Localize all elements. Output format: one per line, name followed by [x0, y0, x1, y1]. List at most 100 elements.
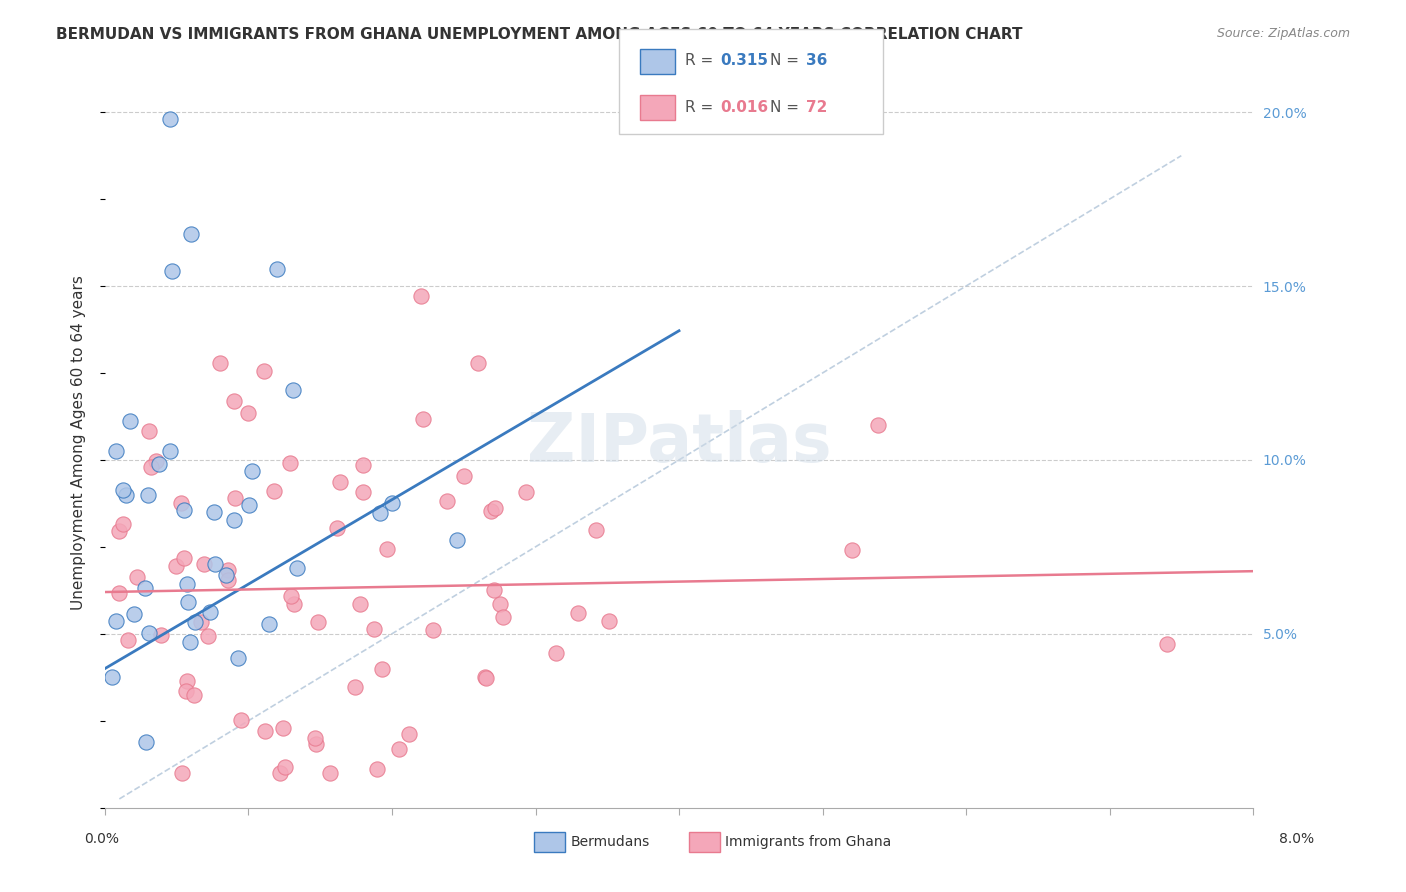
Point — [280, 589, 302, 603]
Point — [173, 503, 195, 517]
Point — [224, 393, 246, 408]
Point — [120, 414, 142, 428]
Point — [224, 491, 246, 506]
Point — [101, 670, 124, 684]
Point — [238, 406, 260, 420]
Point — [363, 622, 385, 636]
Point — [193, 557, 215, 571]
Text: Source: ZipAtlas.com: Source: ZipAtlas.com — [1216, 27, 1350, 40]
Point — [257, 616, 280, 631]
Point — [1156, 637, 1178, 651]
Point — [111, 516, 134, 531]
Text: 0.016: 0.016 — [720, 100, 768, 114]
Point — [546, 646, 568, 660]
Point — [200, 606, 222, 620]
Point — [349, 597, 371, 611]
Point — [409, 289, 432, 303]
Text: 8.0%: 8.0% — [1279, 832, 1315, 846]
Point — [271, 721, 294, 735]
Point — [422, 623, 444, 637]
Point — [329, 475, 352, 490]
Point — [253, 364, 276, 378]
Point — [283, 597, 305, 611]
Text: 0.0%: 0.0% — [84, 832, 120, 846]
Point — [145, 454, 167, 468]
Point — [104, 614, 127, 628]
Point — [278, 456, 301, 470]
Text: BERMUDAN VS IMMIGRANTS FROM GHANA UNEMPLOYMENT AMONG AGES 60 TO 64 YEARS CORRELA: BERMUDAN VS IMMIGRANTS FROM GHANA UNEMPL… — [56, 27, 1022, 42]
Point — [381, 496, 404, 510]
Point — [388, 742, 411, 756]
Point — [108, 524, 131, 538]
Point — [111, 483, 134, 498]
Point — [263, 483, 285, 498]
Point — [352, 485, 374, 500]
Point — [436, 493, 458, 508]
Point — [598, 614, 620, 628]
Point — [304, 738, 326, 752]
Point — [176, 577, 198, 591]
Point — [159, 112, 181, 127]
Point — [204, 557, 226, 571]
Point — [179, 635, 201, 649]
Point — [104, 444, 127, 458]
Point — [229, 713, 252, 727]
Point — [269, 765, 291, 780]
Point — [217, 573, 239, 587]
Point — [515, 484, 537, 499]
Text: ZIPatlas: ZIPatlas — [527, 409, 831, 475]
Point — [159, 444, 181, 458]
Point — [326, 521, 349, 535]
Point — [173, 551, 195, 566]
Point — [180, 227, 202, 241]
Point — [366, 762, 388, 776]
Point — [484, 501, 506, 516]
Point — [108, 586, 131, 600]
Point — [841, 543, 863, 558]
Point — [446, 533, 468, 548]
Y-axis label: Unemployment Among Ages 60 to 64 years: Unemployment Among Ages 60 to 64 years — [72, 275, 86, 610]
Point — [134, 581, 156, 595]
Point — [319, 765, 342, 780]
Text: 0.315: 0.315 — [720, 54, 768, 68]
Point — [492, 609, 515, 624]
Point — [488, 597, 510, 611]
Point — [214, 568, 236, 582]
Point — [253, 723, 276, 738]
Point — [412, 412, 434, 426]
Point — [304, 731, 326, 745]
Point — [281, 384, 304, 398]
Text: 36: 36 — [806, 54, 827, 68]
Point — [585, 523, 607, 537]
Point — [170, 496, 193, 510]
Point — [125, 570, 148, 584]
Point — [238, 498, 260, 512]
Point — [176, 674, 198, 689]
Point — [138, 626, 160, 640]
Point — [170, 765, 193, 780]
Point — [240, 464, 263, 478]
Point — [474, 670, 496, 684]
Point — [352, 458, 374, 473]
Text: N =: N = — [770, 100, 804, 114]
Text: R =: R = — [685, 100, 718, 114]
Point — [285, 561, 308, 575]
Point — [138, 424, 160, 438]
Text: Bermudans: Bermudans — [571, 835, 650, 849]
Point — [375, 542, 398, 557]
Text: 72: 72 — [806, 100, 827, 114]
Point — [567, 606, 589, 620]
Point — [184, 615, 207, 629]
Point — [136, 488, 159, 502]
Point — [222, 513, 245, 527]
Point — [160, 264, 183, 278]
Point — [197, 629, 219, 643]
Point — [202, 506, 225, 520]
Point — [165, 559, 187, 574]
Text: N =: N = — [770, 54, 804, 68]
Point — [139, 460, 162, 475]
Point — [266, 261, 288, 276]
Point — [176, 595, 198, 609]
Point — [467, 355, 489, 369]
Point — [183, 688, 205, 702]
